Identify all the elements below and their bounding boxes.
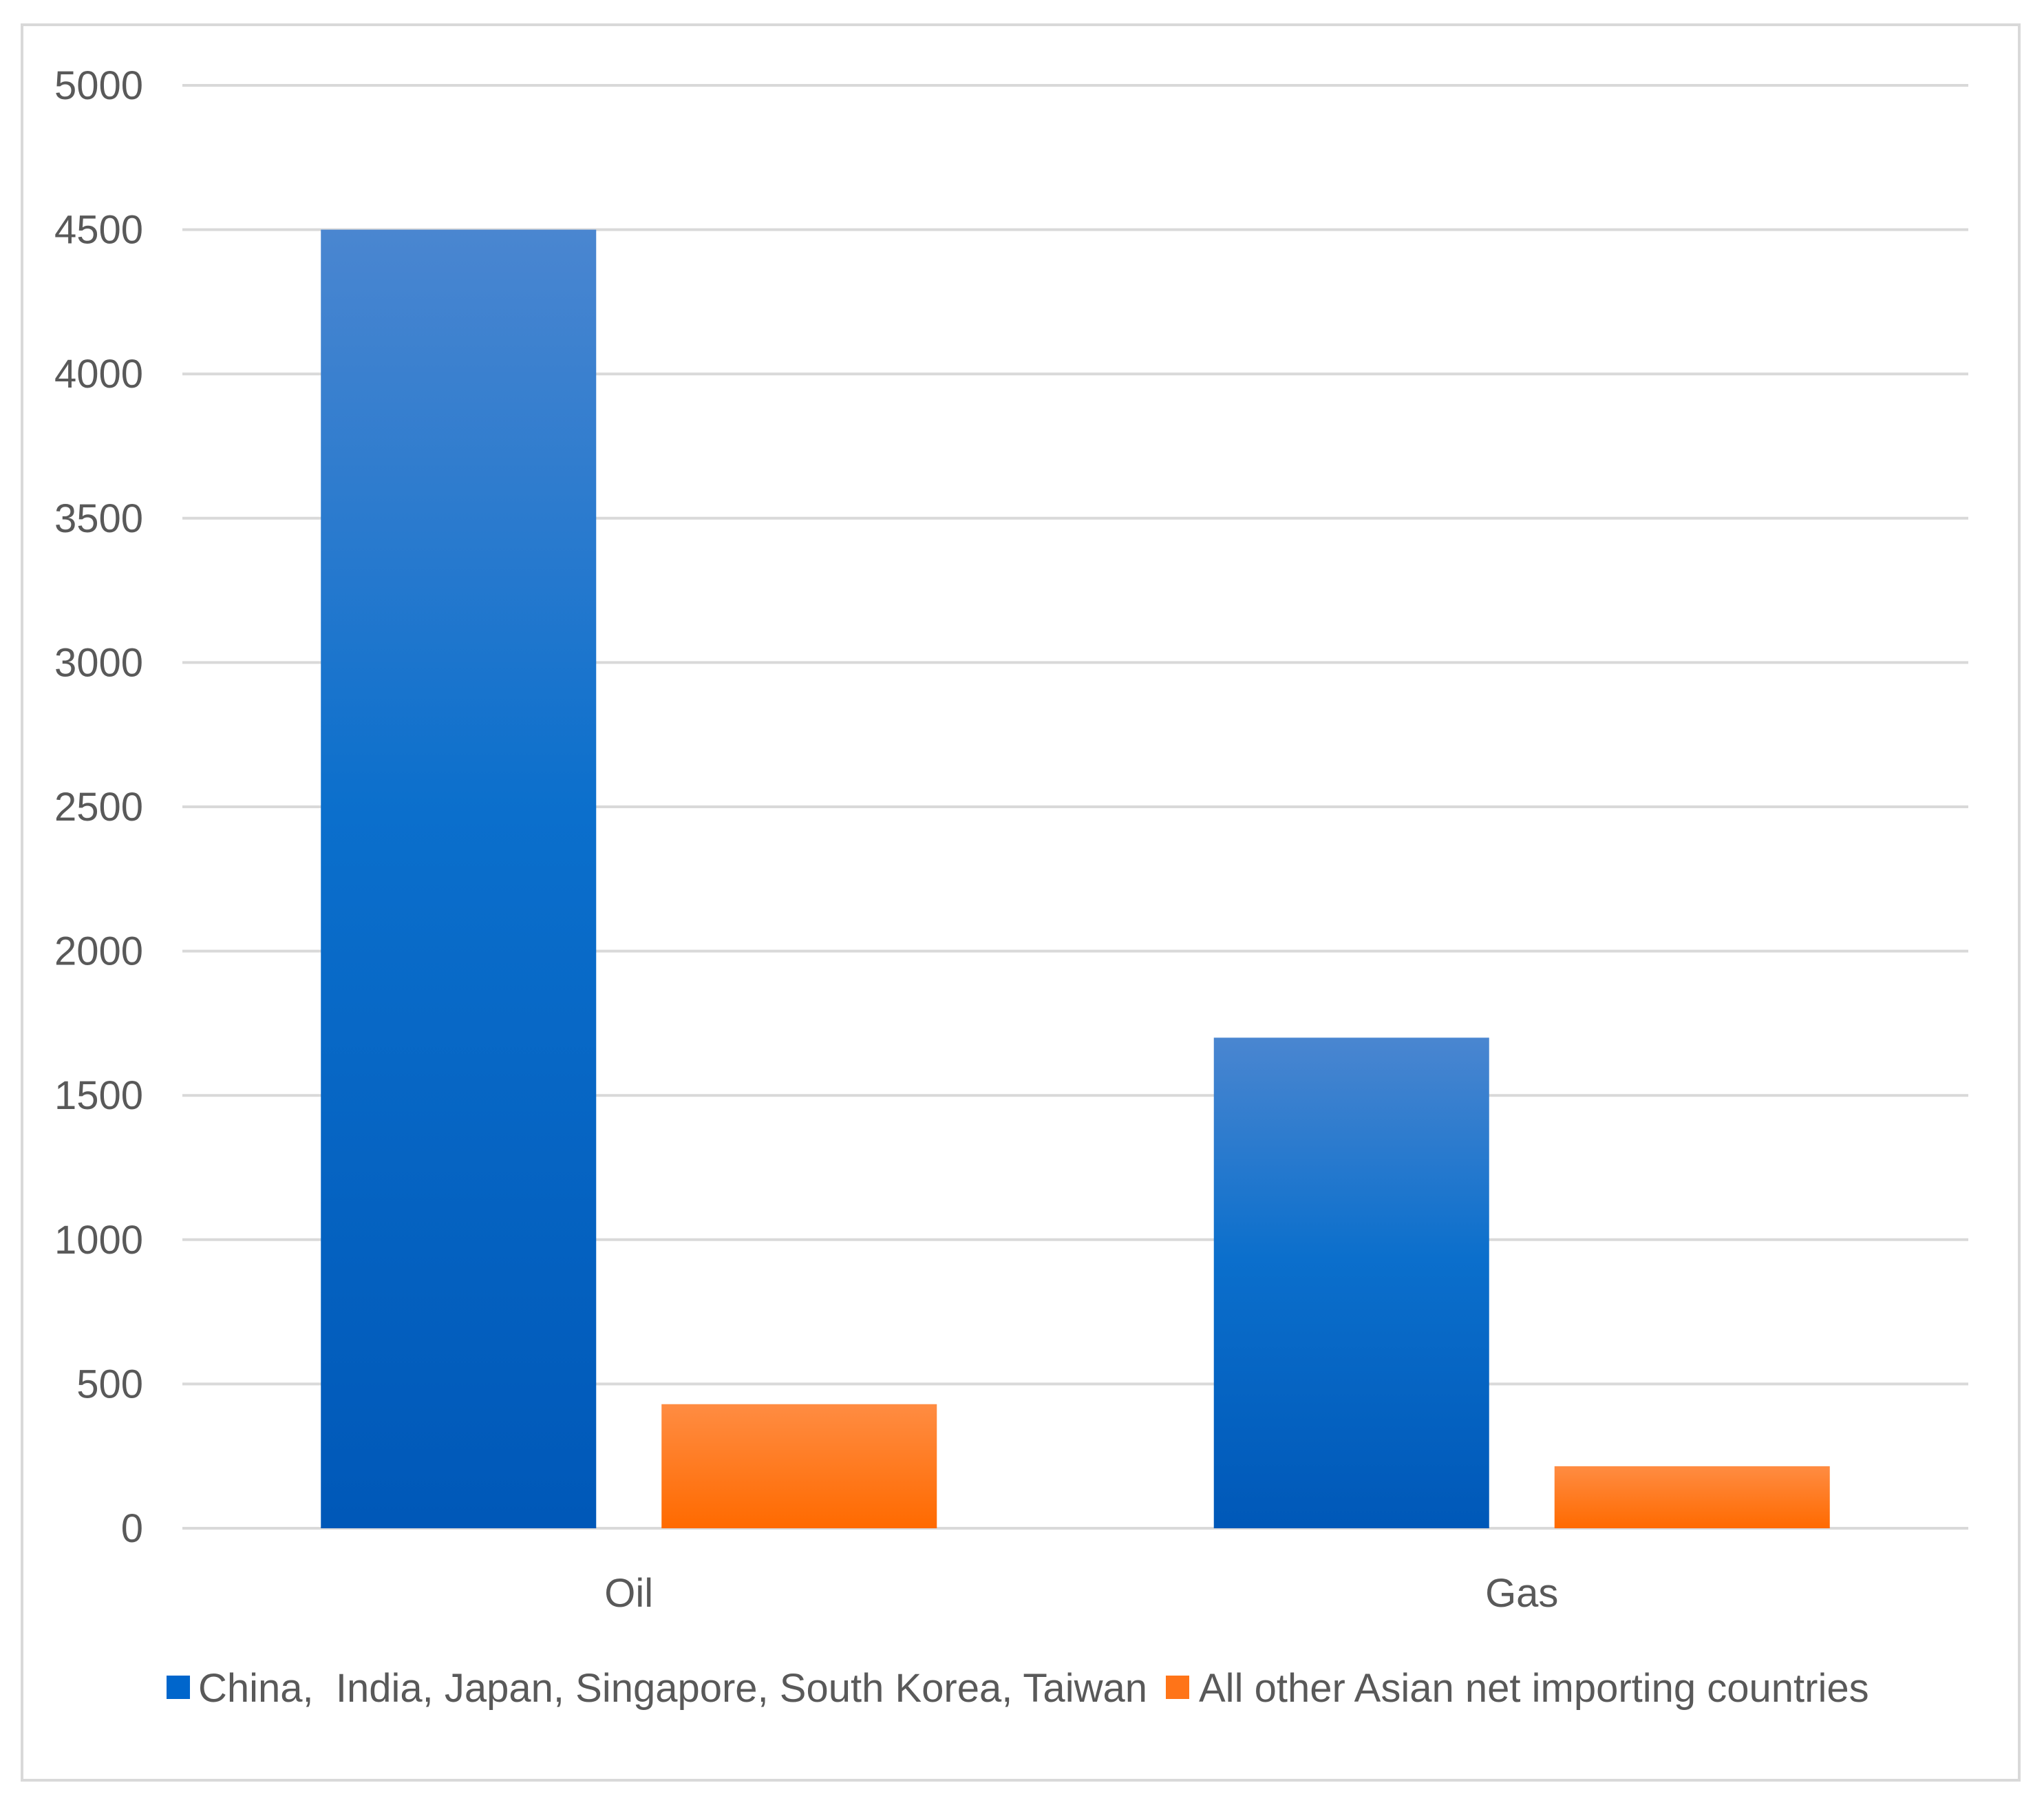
y-tick-label: 1000 bbox=[54, 1218, 143, 1263]
bar-gas-series-2 bbox=[1554, 1466, 1830, 1528]
legend-label-series-1: China, India, Japan, Singapore, South Ko… bbox=[198, 1666, 1147, 1711]
y-tick-label: 3500 bbox=[54, 496, 143, 541]
bar-oil-series-2 bbox=[661, 1404, 937, 1528]
legend-label-series-2: All other Asian net importing countries bbox=[1199, 1666, 1869, 1711]
y-tick-label: 2500 bbox=[54, 785, 143, 830]
legend-swatch-series-1 bbox=[167, 1676, 190, 1699]
bars bbox=[321, 229, 1830, 1529]
legend: China, India, Japan, Singapore, South Ko… bbox=[167, 1666, 1869, 1711]
y-tick-label: 3000 bbox=[54, 640, 143, 685]
x-category-label: Oil bbox=[604, 1571, 653, 1616]
x-axis-categories: Oil Gas bbox=[604, 1571, 1558, 1616]
y-tick-label: 5000 bbox=[54, 63, 143, 108]
legend-swatch-series-2 bbox=[1166, 1676, 1189, 1699]
bar-gas-series-1 bbox=[1213, 1037, 1489, 1528]
y-tick-label: 1500 bbox=[54, 1073, 143, 1118]
y-tick-label: 0 bbox=[121, 1506, 143, 1551]
y-tick-label: 4000 bbox=[54, 352, 143, 397]
y-tick-label: 2000 bbox=[54, 929, 143, 974]
y-axis-ticks: 0 500 1000 1500 2000 2500 3000 3500 4000 4500 5000 bbox=[54, 63, 143, 1551]
bar-oil-series-1 bbox=[321, 229, 597, 1529]
y-tick-label: 500 bbox=[76, 1362, 143, 1406]
y-tick-label: 4500 bbox=[54, 208, 143, 253]
x-category-label: Gas bbox=[1485, 1571, 1558, 1616]
